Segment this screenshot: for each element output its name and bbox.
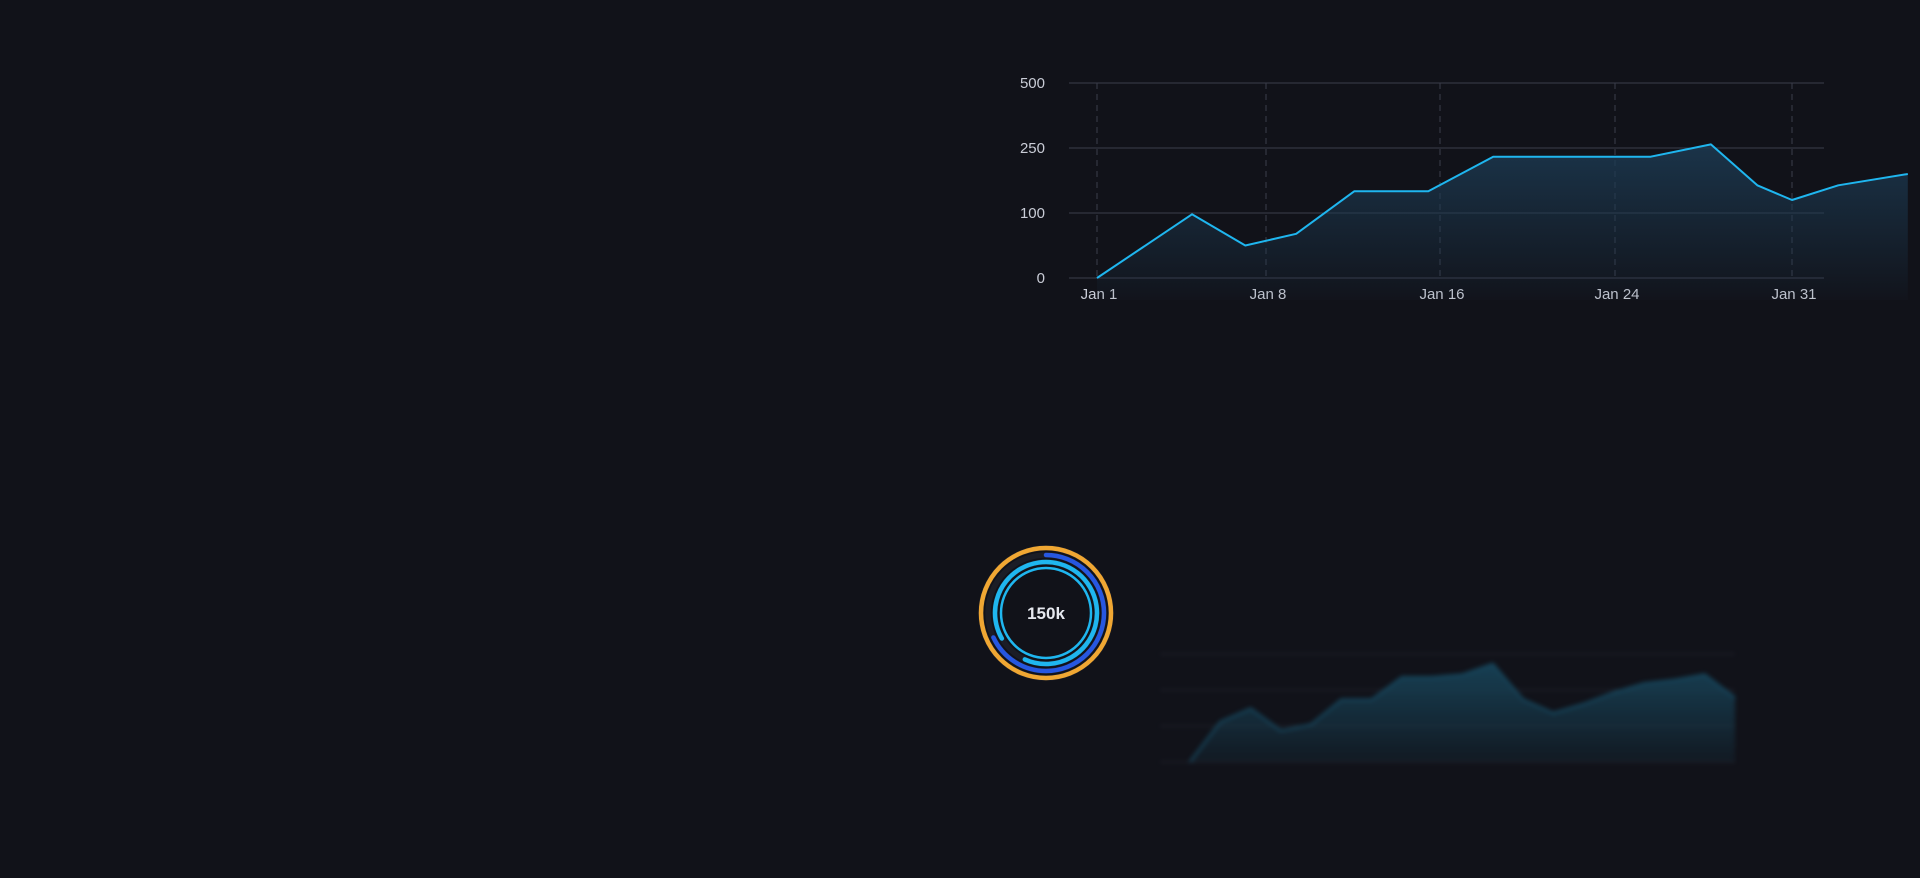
ring-inner-outline (999, 566, 1093, 660)
y-tick-100: 100 (1020, 205, 1045, 222)
ring-0 (978, 545, 1114, 681)
y-tick-0: 0 (1037, 270, 1045, 287)
y-tick-250: 250 (1020, 140, 1045, 157)
blur-series-line (1189, 662, 1736, 763)
blur-area-fill (1190, 663, 1735, 762)
ring-1 (985, 552, 1107, 674)
donut-center-label: 150k (1027, 604, 1065, 623)
y-tick-500: 500 (1020, 75, 1045, 92)
ring-2 (992, 559, 1100, 667)
area-fill (1097, 144, 1908, 300)
